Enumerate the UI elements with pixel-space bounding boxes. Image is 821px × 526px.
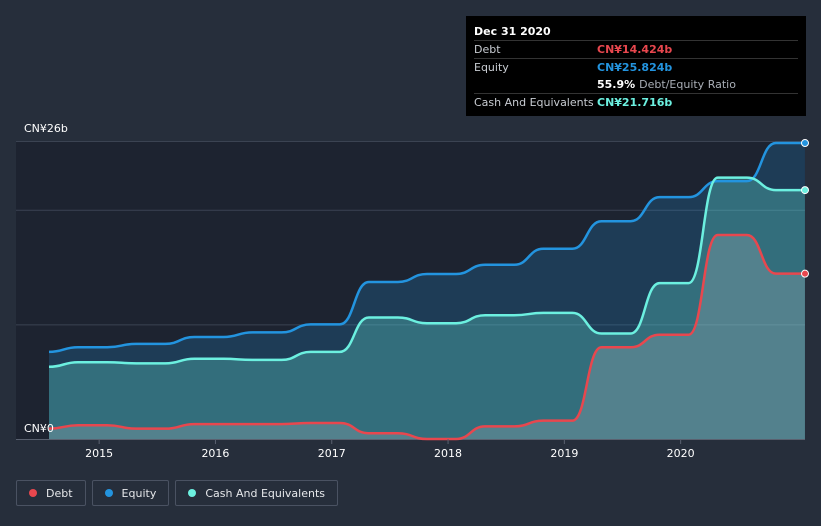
series-areas [49,143,805,440]
chart-legend: Debt Equity Cash And Equivalents [16,480,338,506]
x-tick-label: 2018 [434,447,462,460]
line-cash-and-equivalents [48,176,805,369]
x-tick-label: 2020 [667,447,695,460]
x-tick-label: 2017 [318,447,346,460]
tooltip-value-debt: CN¥14.424b [597,43,673,56]
y-axis-label-max: CN¥26b [24,122,68,135]
plot-area [16,141,805,439]
tooltip-row-debt: Debt CN¥14.424b [474,40,798,58]
x-tick-label: 2019 [550,447,578,460]
tooltip-value-cash: CN¥21.716b [597,96,673,109]
x-tick-label: 2016 [201,447,229,460]
legend-dot-debt [29,489,37,497]
tooltip-row-equity: Equity CN¥25.824b [474,58,798,76]
series-endpoints [801,139,809,278]
tooltip-label-ratio [474,76,597,93]
area-equity [49,143,805,440]
series-lines [48,141,805,441]
line-equity [48,141,805,354]
tooltip-ratio-caption: Debt/Equity Ratio [639,78,736,91]
legend-label-debt: Debt [46,486,73,500]
legend-dot-equity [104,489,113,497]
y-axis-label-min: CN¥0 [24,422,54,435]
legend-dot-cash [188,489,197,497]
grid-lines [16,141,805,440]
tooltip-date: Dec 31 2020 [474,25,551,38]
tooltip-label-equity: Equity [474,61,509,74]
legend-label-cash: Cash And Equivalents [205,486,325,500]
line-debt [48,233,805,441]
endpoint-cash-and-equivalents [801,186,809,195]
endpoint-equity [801,139,809,148]
legend-item-debt[interactable]: Debt [16,480,86,506]
tooltip-row-ratio: 55.9% Debt/Equity Ratio [474,76,798,93]
x-tick-label: 2015 [85,447,113,460]
area-debt [49,234,805,439]
tooltip-row-cash: Cash And Equivalents CN¥21.716b [474,93,798,111]
legend-item-equity[interactable]: Equity [91,480,170,506]
area-cash-and-equivalents [49,177,805,439]
endpoint-debt [801,269,809,278]
tooltip-value-ratio: 55.9% [597,78,636,91]
tooltip-value-equity: CN¥25.824b [597,61,673,74]
tooltip-label-debt: Debt [474,43,501,56]
x-axis-ticks: 2015 2016 2017 2018 2019 2020 [85,439,695,460]
legend-item-cash[interactable]: Cash And Equivalents [175,480,338,506]
legend-label-equity: Equity [121,486,157,500]
tooltip-label-cash: Cash And Equivalents [474,96,594,109]
tooltip-panel: Dec 31 2020 Debt CN¥14.424b Equity CN¥25… [466,16,806,116]
